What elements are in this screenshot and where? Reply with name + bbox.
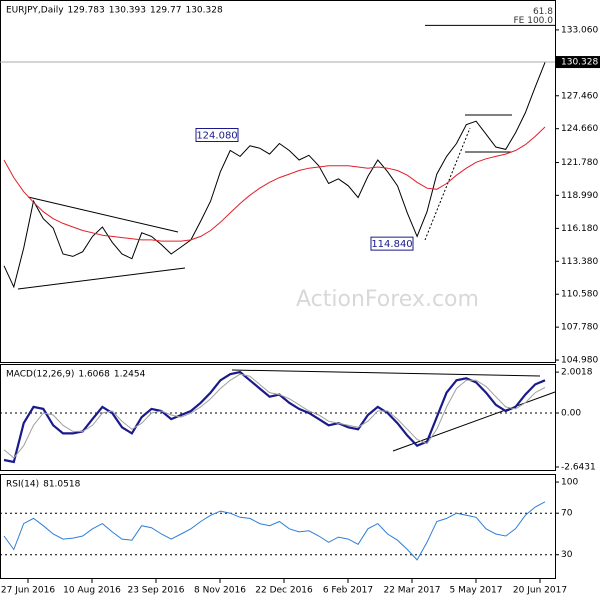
x-tick-label: 27 Jun 2016 xyxy=(1,586,55,596)
y-tick-label: 127.460 xyxy=(561,91,598,101)
trend-line xyxy=(27,196,179,233)
annotation-box xyxy=(370,236,414,251)
price-panel xyxy=(0,0,556,363)
x-tick-label: 6 Feb 2017 xyxy=(323,586,373,596)
y-tick-label: 107.780 xyxy=(561,323,598,333)
watermark: ActionForex.com xyxy=(296,287,479,312)
trend-line xyxy=(17,267,186,290)
header-value: 129.783 xyxy=(68,6,105,16)
trend-line xyxy=(424,127,471,241)
annotation-label: 114.840 xyxy=(371,239,412,250)
macd-panel xyxy=(0,364,556,471)
x-tick-label: 5 May 2017 xyxy=(450,586,503,596)
y-tick-label: 110.580 xyxy=(561,290,598,300)
panel-title: EURJPY,Daily xyxy=(6,6,64,16)
y-tick-label: 113.380 xyxy=(561,257,598,267)
y-tick-label: 118.990 xyxy=(561,191,598,201)
y-tick-label: 100 xyxy=(561,478,578,488)
fib-label: 61.8 xyxy=(533,7,553,17)
x-tick-label: 8 Nov 2016 xyxy=(194,586,246,596)
y-tick-label: 116.180 xyxy=(561,224,598,234)
x-tick-label: 20 Jun 2017 xyxy=(513,586,567,596)
fib-label: FE 100.0 xyxy=(514,16,554,26)
annotation-box xyxy=(195,128,239,143)
x-tick-label: 22 Dec 2016 xyxy=(255,586,313,596)
header-value: 1.6068 xyxy=(78,370,110,380)
y-tick-label: 133.060 xyxy=(561,25,598,35)
header-value: 130.393 xyxy=(109,6,146,16)
header-value: 130.328 xyxy=(185,6,222,16)
annotation-label: 124.080 xyxy=(196,131,237,142)
header-value: 1.2454 xyxy=(114,370,146,380)
x-tick-label: 10 Aug 2016 xyxy=(63,586,121,596)
y-tick-label: 124.660 xyxy=(561,124,598,134)
last-price-box xyxy=(556,56,600,69)
y-tick-label: 104.980 xyxy=(561,356,598,366)
series-line xyxy=(3,62,546,289)
series-line xyxy=(3,370,546,464)
last-price-label: 130.328 xyxy=(561,58,598,68)
series-line xyxy=(3,501,546,561)
header-value: 81.0518 xyxy=(43,480,80,490)
x-tick-label: 23 Sep 2016 xyxy=(127,586,184,596)
series-line xyxy=(3,126,546,242)
panel-title: RSI(14) xyxy=(6,480,39,490)
y-tick-label: 70 xyxy=(561,509,573,519)
rsi-panel xyxy=(0,474,556,579)
panel-title: MACD(12,26,9) xyxy=(6,370,74,380)
y-tick-label: 0.00 xyxy=(561,408,581,418)
x-tick-label: 22 Mar 2017 xyxy=(383,586,440,596)
trend-line xyxy=(392,391,556,452)
header-value: 129.77 xyxy=(150,6,182,16)
y-tick-label: 121.780 xyxy=(561,158,598,168)
series-line xyxy=(3,373,546,459)
y-tick-label: 2.0018 xyxy=(561,368,593,378)
y-tick-label: 30 xyxy=(561,550,573,560)
trend-line xyxy=(231,369,541,377)
y-tick-label: -2.6431 xyxy=(561,462,596,472)
